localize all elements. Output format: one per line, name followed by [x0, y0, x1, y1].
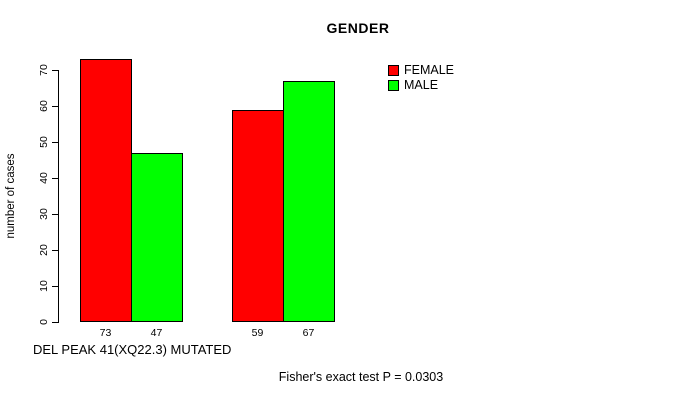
y-axis-line [58, 70, 59, 323]
legend-swatch-male [388, 80, 399, 91]
y-tick [52, 214, 59, 215]
y-tick [52, 250, 59, 251]
bar-female-group2 [232, 109, 284, 322]
legend-label-female: FEMALE [404, 63, 455, 77]
y-tick-label: 10 [38, 280, 50, 292]
legend-label-male: MALE [404, 78, 439, 92]
y-tick-label: 0 [38, 319, 50, 325]
y-axis-title: number of cases [5, 153, 17, 239]
y-tick [52, 106, 59, 107]
bar-male-group2 [283, 80, 335, 322]
bar-male-group1 [131, 152, 183, 322]
annotation-fisher-test: Fisher's exact test P = 0.0303 [278, 370, 444, 384]
legend-item-female: FEMALE [388, 63, 455, 77]
y-tick-label: 40 [38, 172, 50, 184]
y-tick [52, 70, 59, 71]
y-tick [52, 142, 59, 143]
legend-swatch-female [388, 65, 399, 76]
y-tick [52, 286, 59, 287]
bar-value-label: 47 [150, 327, 163, 339]
x-axis-label: DEL PEAK 41(XQ22.3) MUTATED [33, 342, 232, 357]
legend-item-male: MALE [388, 78, 454, 92]
y-tick [52, 178, 59, 179]
y-tick-label: 60 [38, 100, 50, 112]
y-tick-label: 20 [38, 244, 50, 256]
bar-value-label: 59 [251, 327, 264, 339]
y-tick-label: 30 [38, 208, 50, 220]
legend: FEMALE MALE [388, 63, 455, 92]
bar-value-label: 73 [99, 327, 112, 339]
bar-value-label: 67 [302, 327, 315, 339]
y-tick-label: 70 [38, 64, 50, 76]
chart-title: GENDER [326, 20, 390, 36]
y-tick-label: 50 [38, 136, 50, 148]
y-tick [52, 322, 59, 323]
bar-female-group1 [80, 59, 132, 322]
